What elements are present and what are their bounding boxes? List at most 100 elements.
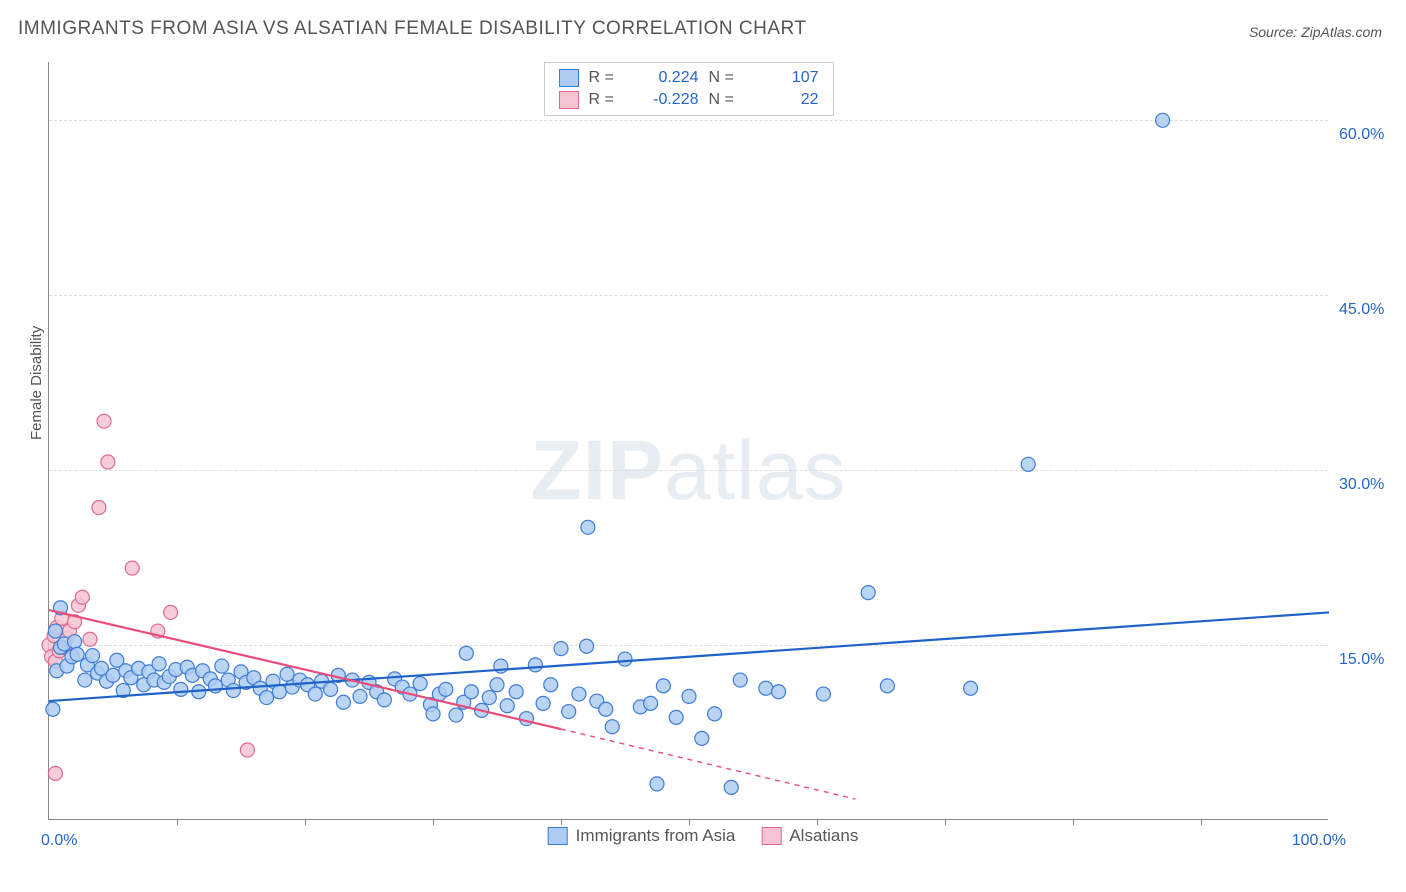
data-point [964,681,978,695]
legend-label: N = [709,67,743,89]
data-point [152,657,166,671]
data-point [308,687,322,701]
data-point [324,682,338,696]
data-point [816,687,830,701]
chart-container: IMMIGRANTS FROM ASIA VS ALSATIAN FEMALE … [0,0,1406,892]
legend-item: Alsatians [761,826,858,846]
data-point [490,678,504,692]
data-point [1156,113,1170,127]
data-point [48,766,62,780]
legend-item-label: Immigrants from Asia [576,826,736,846]
data-point [724,780,738,794]
y-axis-label: Female Disability [28,326,45,440]
data-point [605,720,619,734]
source-credit: Source: ZipAtlas.com [1249,24,1382,40]
data-point [240,743,254,757]
data-point [682,689,696,703]
data-point [482,691,496,705]
data-point [650,777,664,791]
data-point [1021,457,1035,471]
data-point [78,673,92,687]
data-point [464,685,478,699]
trend-line [49,612,1329,701]
legend-label: N = [709,89,743,111]
data-point [280,667,294,681]
data-point [215,659,229,673]
data-point [669,710,683,724]
data-point [536,696,550,710]
data-point [759,681,773,695]
x-axis-min-label: 0.0% [41,832,77,850]
data-point [861,586,875,600]
legend-swatch [761,827,781,845]
data-point [581,520,595,534]
legend-swatch [548,827,568,845]
data-point [656,679,670,693]
legend-value: 22 [753,89,819,111]
legend-label: R = [589,67,623,89]
legend-row: R = -0.228 N = 22 [559,89,819,111]
data-point [644,696,658,710]
data-point [92,500,106,514]
data-point [260,691,274,705]
data-point [75,590,89,604]
data-point [772,685,786,699]
data-point [336,695,350,709]
data-point [733,673,747,687]
x-axis-max-label: 100.0% [1292,832,1346,850]
data-point [164,605,178,619]
plot-area: ZIPatlas R = 0.224 N = 107 R = -0.228 N … [48,62,1328,820]
data-point [353,689,367,703]
data-point [599,702,613,716]
y-tick-label: 30.0% [1339,476,1384,494]
data-point [580,639,594,653]
data-point [174,682,188,696]
data-point [226,684,240,698]
data-point [500,699,514,713]
data-point [426,707,440,721]
data-point [695,731,709,745]
data-point [68,635,82,649]
data-point [377,693,391,707]
data-point [708,707,722,721]
data-point [83,632,97,646]
data-point [459,646,473,660]
data-point [106,668,120,682]
data-point [70,647,84,661]
data-point [86,649,100,663]
data-point [618,652,632,666]
legend-value: 107 [753,67,819,89]
data-point [125,561,139,575]
data-point [880,679,894,693]
data-point [101,455,115,469]
data-point [528,658,542,672]
chart-title: IMMIGRANTS FROM ASIA VS ALSATIAN FEMALE … [18,18,807,40]
data-point [509,685,523,699]
legend-item: Immigrants from Asia [548,826,736,846]
data-point [272,685,286,699]
y-tick-label: 45.0% [1339,301,1384,319]
data-point [449,708,463,722]
data-point [97,414,111,428]
y-tick-label: 60.0% [1339,126,1384,144]
data-point [413,677,427,691]
data-point [572,687,586,701]
legend-value: 0.224 [633,67,699,89]
data-point [562,705,576,719]
data-point [544,678,558,692]
series-legend: Immigrants from Asia Alsatians [548,826,859,846]
legend-row: R = 0.224 N = 107 [559,67,819,89]
legend-item-label: Alsatians [789,826,858,846]
data-point [439,682,453,696]
data-point [519,712,533,726]
legend-swatch [559,69,579,87]
legend-swatch [559,91,579,109]
legend-label: R = [589,89,623,111]
legend-value: -0.228 [633,89,699,111]
chart-svg [49,62,1328,819]
data-point [554,642,568,656]
y-tick-label: 15.0% [1339,651,1384,669]
correlation-legend: R = 0.224 N = 107 R = -0.228 N = 22 [544,62,834,116]
data-point [46,702,60,716]
data-point [48,624,62,638]
